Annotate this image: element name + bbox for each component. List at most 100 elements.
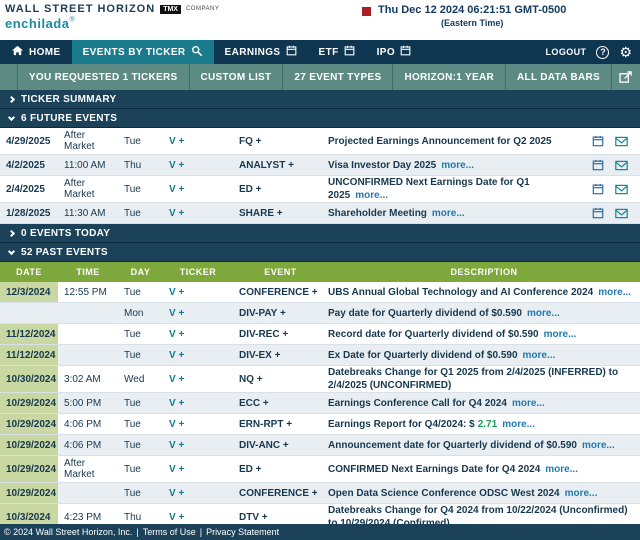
filter-event-types-button[interactable]: 27 EVENT TYPES xyxy=(282,64,392,90)
section-title: 52 PAST EVENTS xyxy=(21,246,108,258)
ticker-link[interactable]: V + xyxy=(169,328,185,340)
event-type-link[interactable]: DIV-REC + xyxy=(239,328,289,340)
event-type-link[interactable]: ED + xyxy=(239,183,262,195)
future-events-section-header[interactable]: 6 FUTURE EVENTS xyxy=(0,109,640,128)
ticker-link[interactable]: V + xyxy=(169,439,185,451)
ticker-link[interactable]: V + xyxy=(169,487,185,499)
event-type-link[interactable]: ANALYST + xyxy=(239,159,294,171)
event-type-link[interactable]: ED + xyxy=(239,463,262,475)
filter-data-bars-button[interactable]: ALL DATA BARS xyxy=(505,64,611,90)
ticker-link[interactable]: V + xyxy=(169,418,185,430)
event-type-link[interactable]: ERN-RPT + xyxy=(239,418,293,430)
column-header-date[interactable]: DATE xyxy=(16,267,42,277)
ticker-link[interactable]: V + xyxy=(169,207,185,219)
calendar-export-icon[interactable] xyxy=(592,183,604,195)
event-time xyxy=(58,324,118,344)
ticker-link[interactable]: V + xyxy=(169,373,185,385)
filter-horizon-button[interactable]: HORIZON:1 YEAR xyxy=(392,64,505,90)
event-type-link[interactable]: CONFERENCE + xyxy=(239,286,318,298)
email-icon[interactable] xyxy=(615,184,628,195)
ticker-link[interactable]: V + xyxy=(169,511,185,523)
more-link[interactable]: more... xyxy=(355,190,389,201)
settings-gear-icon[interactable]: ⚙ xyxy=(619,44,632,60)
event-type-link[interactable]: NQ + xyxy=(239,373,263,385)
more-link[interactable]: more... xyxy=(441,159,475,171)
more-link[interactable]: more... xyxy=(526,307,560,319)
registered-mark: ® xyxy=(69,16,75,24)
filter-custom-list-button[interactable]: CUSTOM LIST xyxy=(188,64,283,90)
ticker-link[interactable]: V + xyxy=(169,463,185,475)
past-event-row: 10/29/2024 After Market Tue V + ED + CONFIRM… xyxy=(0,456,640,483)
event-description: Earnings Conference Call for Q4 2024 more… xyxy=(328,397,545,409)
email-icon[interactable] xyxy=(615,136,628,147)
more-link[interactable]: more... xyxy=(522,349,556,361)
column-header-day[interactable]: DAY xyxy=(130,267,151,277)
chevron-right-icon xyxy=(7,229,16,237)
event-type-link[interactable]: DIV-EX + xyxy=(239,349,281,361)
event-day: Mon xyxy=(124,307,144,319)
email-icon[interactable] xyxy=(615,208,628,219)
wall-street-horizon-logo[interactable]: WALL STREET HORIZON TMX COMPANY enchilad… xyxy=(5,3,219,33)
help-icon[interactable]: ? xyxy=(596,45,610,59)
calendar-export-icon[interactable] xyxy=(592,159,604,171)
past-events-section-header[interactable]: 52 PAST EVENTS xyxy=(0,243,640,262)
event-description: Ex Date for Quarterly dividend of $0.590… xyxy=(328,349,556,361)
event-type-link[interactable]: SHARE + xyxy=(239,207,283,219)
past-event-row: 11/12/2024 Tue V + DIV-REC + Record date fo… xyxy=(0,324,640,345)
event-date: 2/4/2025 xyxy=(6,183,45,195)
event-date: 10/29/2024 xyxy=(0,456,58,482)
ticker-link[interactable]: V + xyxy=(169,183,185,195)
event-type-link[interactable]: ECC + xyxy=(239,397,269,409)
event-time: 5:00 PM xyxy=(64,397,102,409)
nav-ipo[interactable]: IPO xyxy=(366,40,422,64)
terms-of-use-link[interactable]: Terms of Use xyxy=(142,527,196,537)
event-day: Tue xyxy=(124,135,141,147)
ticker-summary-section-header[interactable]: TICKER SUMMARY xyxy=(0,90,640,109)
event-type-link[interactable]: DIV-PAY + xyxy=(239,307,286,319)
export-icon[interactable] xyxy=(611,64,640,90)
more-link[interactable]: more... xyxy=(502,418,535,430)
event-day: Thu xyxy=(124,159,142,171)
logout-link[interactable]: LOGOUT xyxy=(545,47,587,57)
more-link[interactable]: more... xyxy=(543,328,577,340)
ticker-link[interactable]: V + xyxy=(169,349,185,361)
more-link[interactable]: more... xyxy=(598,286,632,298)
ticker-link[interactable]: V + xyxy=(169,135,185,147)
more-link[interactable]: more... xyxy=(511,397,545,409)
past-events-table: 12/3/2024 12:55 PM Tue V + CONFERENCE + UBS … xyxy=(0,282,640,540)
column-header-event[interactable]: EVENT xyxy=(264,267,297,277)
event-type-link[interactable]: FQ + xyxy=(239,135,262,147)
ticker-link[interactable]: V + xyxy=(169,159,185,171)
filter-bar-spacer xyxy=(0,64,17,90)
privacy-statement-link[interactable]: Privacy Statement xyxy=(206,527,280,537)
more-link[interactable]: more... xyxy=(545,463,579,475)
more-link[interactable]: more... xyxy=(431,207,465,219)
event-type-link[interactable]: DIV-ANC + xyxy=(239,439,289,451)
ticker-link[interactable]: V + xyxy=(169,397,185,409)
event-day: Tue xyxy=(124,439,141,451)
nav-home[interactable]: HOME xyxy=(0,40,72,64)
past-event-row: 11/12/2024 Tue V + DIV-EX + Ex Date for Qua… xyxy=(0,345,640,366)
event-date: 11/12/2024 xyxy=(0,345,58,365)
ticker-link[interactable]: V + xyxy=(169,307,185,319)
column-header-description[interactable]: DESCRIPTION xyxy=(450,267,518,277)
more-link[interactable]: more... xyxy=(581,439,615,451)
event-type-link[interactable]: CONFERENCE + xyxy=(239,487,318,499)
nav-events-by-ticker[interactable]: EVENTS BY TICKER xyxy=(71,40,214,64)
calendar-export-icon[interactable] xyxy=(592,207,604,219)
filter-tickers-button[interactable]: YOU REQUESTED 1 TICKERS xyxy=(16,64,189,90)
nav-label: ETF xyxy=(318,46,339,58)
nav-earnings[interactable]: EARNINGS xyxy=(214,40,308,64)
calendar-export-icon[interactable] xyxy=(592,135,604,147)
column-header-ticker[interactable]: TICKER xyxy=(179,267,217,277)
more-link[interactable]: more... xyxy=(564,487,598,499)
nav-etf[interactable]: ETF xyxy=(308,40,366,64)
today-events-section-header[interactable]: 0 EVENTS TODAY xyxy=(0,224,640,243)
email-icon[interactable] xyxy=(615,160,628,171)
column-header-time[interactable]: TIME xyxy=(76,267,100,277)
event-time xyxy=(58,345,118,365)
event-description: Shareholder Meeting more... xyxy=(328,207,465,219)
event-type-link[interactable]: DTV + xyxy=(239,511,268,523)
ticker-link[interactable]: V + xyxy=(169,286,185,298)
chevron-down-icon xyxy=(7,113,16,121)
